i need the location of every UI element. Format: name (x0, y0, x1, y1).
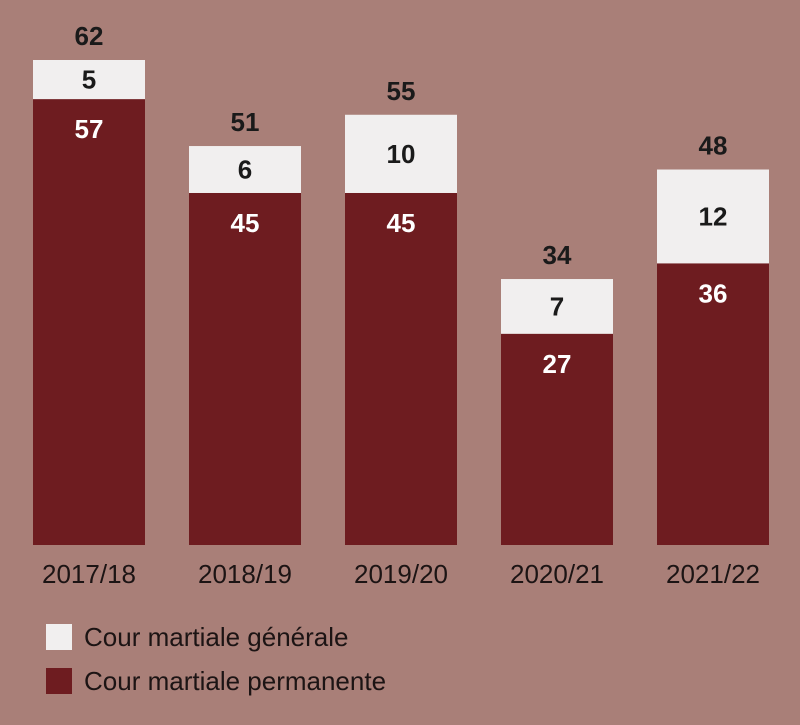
x-tick-label-1: 2018/19 (198, 559, 292, 589)
data-label-generale-1: 6 (238, 155, 252, 185)
bar-segment-generale-4 (657, 169, 769, 264)
total-label-0: 62 (75, 21, 104, 51)
x-tick-label-2: 2019/20 (354, 559, 448, 589)
data-label-permanente-4: 36 (699, 278, 728, 308)
legend-label-permanente: Cour martiale permanente (84, 665, 387, 696)
legend-item-generale: Cour martiale générale (46, 622, 386, 652)
bar-segment-permanente-0 (33, 99, 145, 545)
bar-segment-generale-3 (501, 279, 613, 334)
bar-segment-generale-0 (33, 60, 145, 100)
data-label-generale-2: 10 (387, 139, 416, 169)
x-tick-label-3: 2020/21 (510, 559, 604, 589)
data-label-permanente-3: 27 (543, 349, 572, 379)
total-label-3: 34 (543, 240, 572, 270)
x-tick-label-0: 2017/18 (42, 559, 136, 589)
bar-segment-generale-1 (189, 146, 301, 193)
x-tick-label-4: 2021/22 (666, 559, 760, 589)
data-label-generale-0: 5 (82, 65, 96, 95)
data-label-permanente-0: 57 (75, 114, 104, 144)
total-label-2: 55 (387, 76, 416, 106)
data-label-generale-4: 12 (699, 201, 728, 231)
bar-segment-permanente-2 (345, 192, 457, 545)
legend-item-permanente: Cour martiale permanente (46, 666, 386, 696)
data-label-generale-3: 7 (550, 291, 564, 321)
bar-segment-permanente-1 (189, 192, 301, 545)
total-label-4: 48 (699, 131, 728, 161)
bar-segment-generale-2 (345, 114, 457, 193)
legend-swatch-permanente (46, 668, 72, 694)
total-label-1: 51 (231, 107, 260, 137)
data-label-permanente-1: 45 (231, 208, 260, 238)
legend-label-generale: Cour martiale générale (84, 621, 349, 652)
data-label-permanente-2: 45 (387, 208, 416, 238)
bar-segment-permanente-3 (501, 333, 613, 545)
legend-swatch-generale (46, 624, 72, 650)
legend: Cour martiale générale Cour martiale per… (46, 622, 386, 710)
bar-segment-permanente-4 (657, 263, 769, 545)
